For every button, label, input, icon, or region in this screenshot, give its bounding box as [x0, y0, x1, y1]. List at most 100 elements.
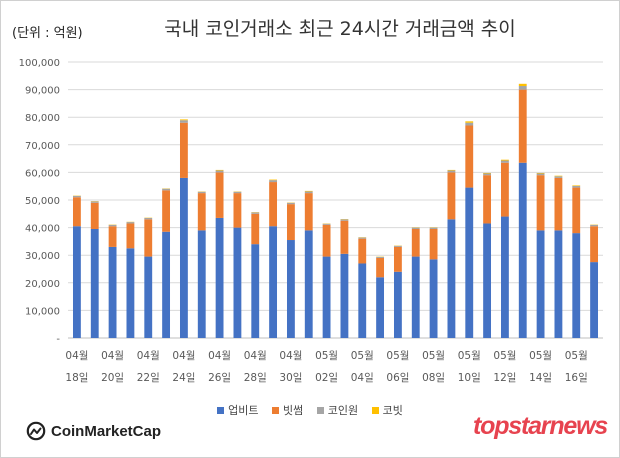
bar-segment-bithumb [126, 223, 135, 249]
bar-segment-bithumb [554, 177, 563, 231]
bar-segment-coinone [233, 191, 242, 194]
bar-segment-upbit [411, 256, 420, 338]
bar-segment-coinone [126, 222, 135, 224]
bar-segment-upbit [572, 233, 581, 338]
y-tick-label: 70,000 [25, 141, 60, 152]
bar-segment-korbit [465, 121, 474, 123]
bar-segment-bithumb [411, 228, 420, 257]
bar-segment-upbit [126, 248, 135, 338]
bar-segment-coinone [518, 86, 527, 90]
x-tick-label-day: 30일 [279, 371, 302, 384]
bar-segment-korbit [269, 179, 278, 181]
x-tick-label-day: 08일 [422, 371, 445, 384]
bar-segment-upbit [179, 177, 188, 338]
bar-segment-upbit [518, 162, 527, 338]
bar-segment-upbit [233, 227, 242, 338]
y-tick-label: 80,000 [25, 113, 60, 124]
bar-segment-coinone [251, 212, 260, 214]
bar-segment-coinone [304, 191, 313, 194]
y-tick-label: 30,000 [25, 251, 60, 262]
x-tick-label-month: 05월 [565, 350, 588, 362]
x-tick-label-month: 04월 [208, 350, 231, 362]
bar-segment-bithumb [144, 219, 153, 257]
bar-segment-upbit [251, 244, 260, 338]
bar-segment-bithumb [322, 224, 331, 257]
bar-segment-upbit [483, 223, 492, 338]
chart-plot: - 10,000 20,000 30,000 40,000 50,000 60,000 70,… [19, 58, 603, 384]
x-tick-label-day: 24일 [172, 371, 195, 384]
bar-segment-coinone [215, 170, 224, 173]
legend-label-upbit: 업비트 [228, 404, 259, 417]
bar-segment-coinone [393, 245, 402, 247]
x-tick-label-day: 04일 [351, 371, 374, 384]
bar-segment-bithumb [340, 220, 349, 254]
bar-segment-coinone [500, 160, 509, 163]
bar-segment-bithumb [304, 193, 313, 231]
bar-segment-bithumb [90, 202, 99, 229]
bar-segment-bithumb [483, 175, 492, 224]
bar-segment-upbit [465, 187, 474, 338]
x-tick-label-day: 18일 [65, 371, 88, 384]
legend-item-korbit: 코빗 [371, 402, 403, 418]
coinmarketcap-brand: CoinMarketCap [26, 421, 161, 441]
bar-segment-bithumb [429, 228, 438, 260]
bar-segment-bithumb [162, 190, 171, 232]
x-tick-label-month: 05월 [458, 350, 481, 362]
x-tick-label-day: 12일 [493, 371, 516, 384]
bar-segment-upbit [304, 230, 313, 338]
bar-segment-coinone [429, 227, 438, 229]
coinmarketcap-logo-icon [26, 421, 46, 441]
bar-segment-coinone [411, 227, 420, 229]
bar-segment-bithumb [286, 204, 295, 241]
bar-segment-bithumb [465, 125, 474, 188]
bar-segment-coinone [554, 176, 563, 178]
bar-segment-bithumb [215, 172, 224, 218]
bar-segment-coinone [483, 173, 492, 176]
topstarnews-watermark: topstarnews [473, 412, 608, 440]
legend-label-bithumb: 빗썸 [283, 404, 304, 417]
bar-segment-korbit [500, 159, 509, 161]
bar-segment-coinone [572, 185, 581, 188]
bar-segment-upbit [340, 253, 349, 338]
y-tick-label: - [56, 334, 60, 345]
bar-segment-coinone [269, 180, 278, 183]
legend-swatch-korbit [371, 407, 379, 414]
bar-segment-korbit [518, 83, 527, 87]
x-tick-label-day: 22일 [137, 371, 160, 384]
x-tick-label-month: 05월 [315, 350, 338, 362]
y-tick-label: 60,000 [25, 168, 60, 179]
y-tick-label: 40,000 [25, 224, 60, 235]
bar-segment-upbit [108, 246, 117, 338]
bar-segment-bithumb [518, 89, 527, 163]
bar-segment-coinone [72, 195, 81, 198]
bar-segment-upbit [536, 230, 545, 338]
x-tick-label-day: 06일 [386, 371, 409, 384]
bar-segment-upbit [447, 219, 456, 338]
bar-segment-korbit [304, 190, 313, 192]
bar-segment-upbit [500, 216, 509, 338]
y-tick-label: 100,000 [19, 58, 60, 69]
bar-segment-upbit [269, 226, 278, 338]
legend-label-coinone: 코인원 [327, 404, 359, 417]
legend-item-coinone: 코인원 [316, 402, 359, 418]
x-tick-label-day: 26일 [208, 371, 231, 384]
bar-segment-coinone [447, 170, 456, 173]
bar-segment-korbit [554, 175, 563, 177]
x-tick-label-day: 16일 [565, 371, 588, 384]
bar-segment-upbit [322, 256, 331, 338]
bar-segment-upbit [554, 230, 563, 338]
bar-segment-bithumb [251, 213, 260, 245]
bar-segment-bithumb [358, 238, 367, 264]
chart-title: 국내 코인거래소 최근 24시간 거래금액 추이 [164, 18, 516, 40]
x-tick-label-month: 04월 [101, 350, 124, 362]
bar-segment-upbit [286, 240, 295, 338]
bar-segment-upbit [393, 271, 402, 338]
bar-segment-bithumb [393, 246, 402, 272]
bar-segment-upbit [429, 259, 438, 338]
bar-segment-bithumb [376, 257, 385, 278]
bar-segment-upbit [162, 231, 171, 338]
x-tick-label-day: 28일 [244, 371, 267, 384]
bar-segment-korbit [536, 172, 545, 174]
bar-segment-upbit [358, 263, 367, 338]
x-tick-label-month: 05월 [422, 350, 445, 362]
